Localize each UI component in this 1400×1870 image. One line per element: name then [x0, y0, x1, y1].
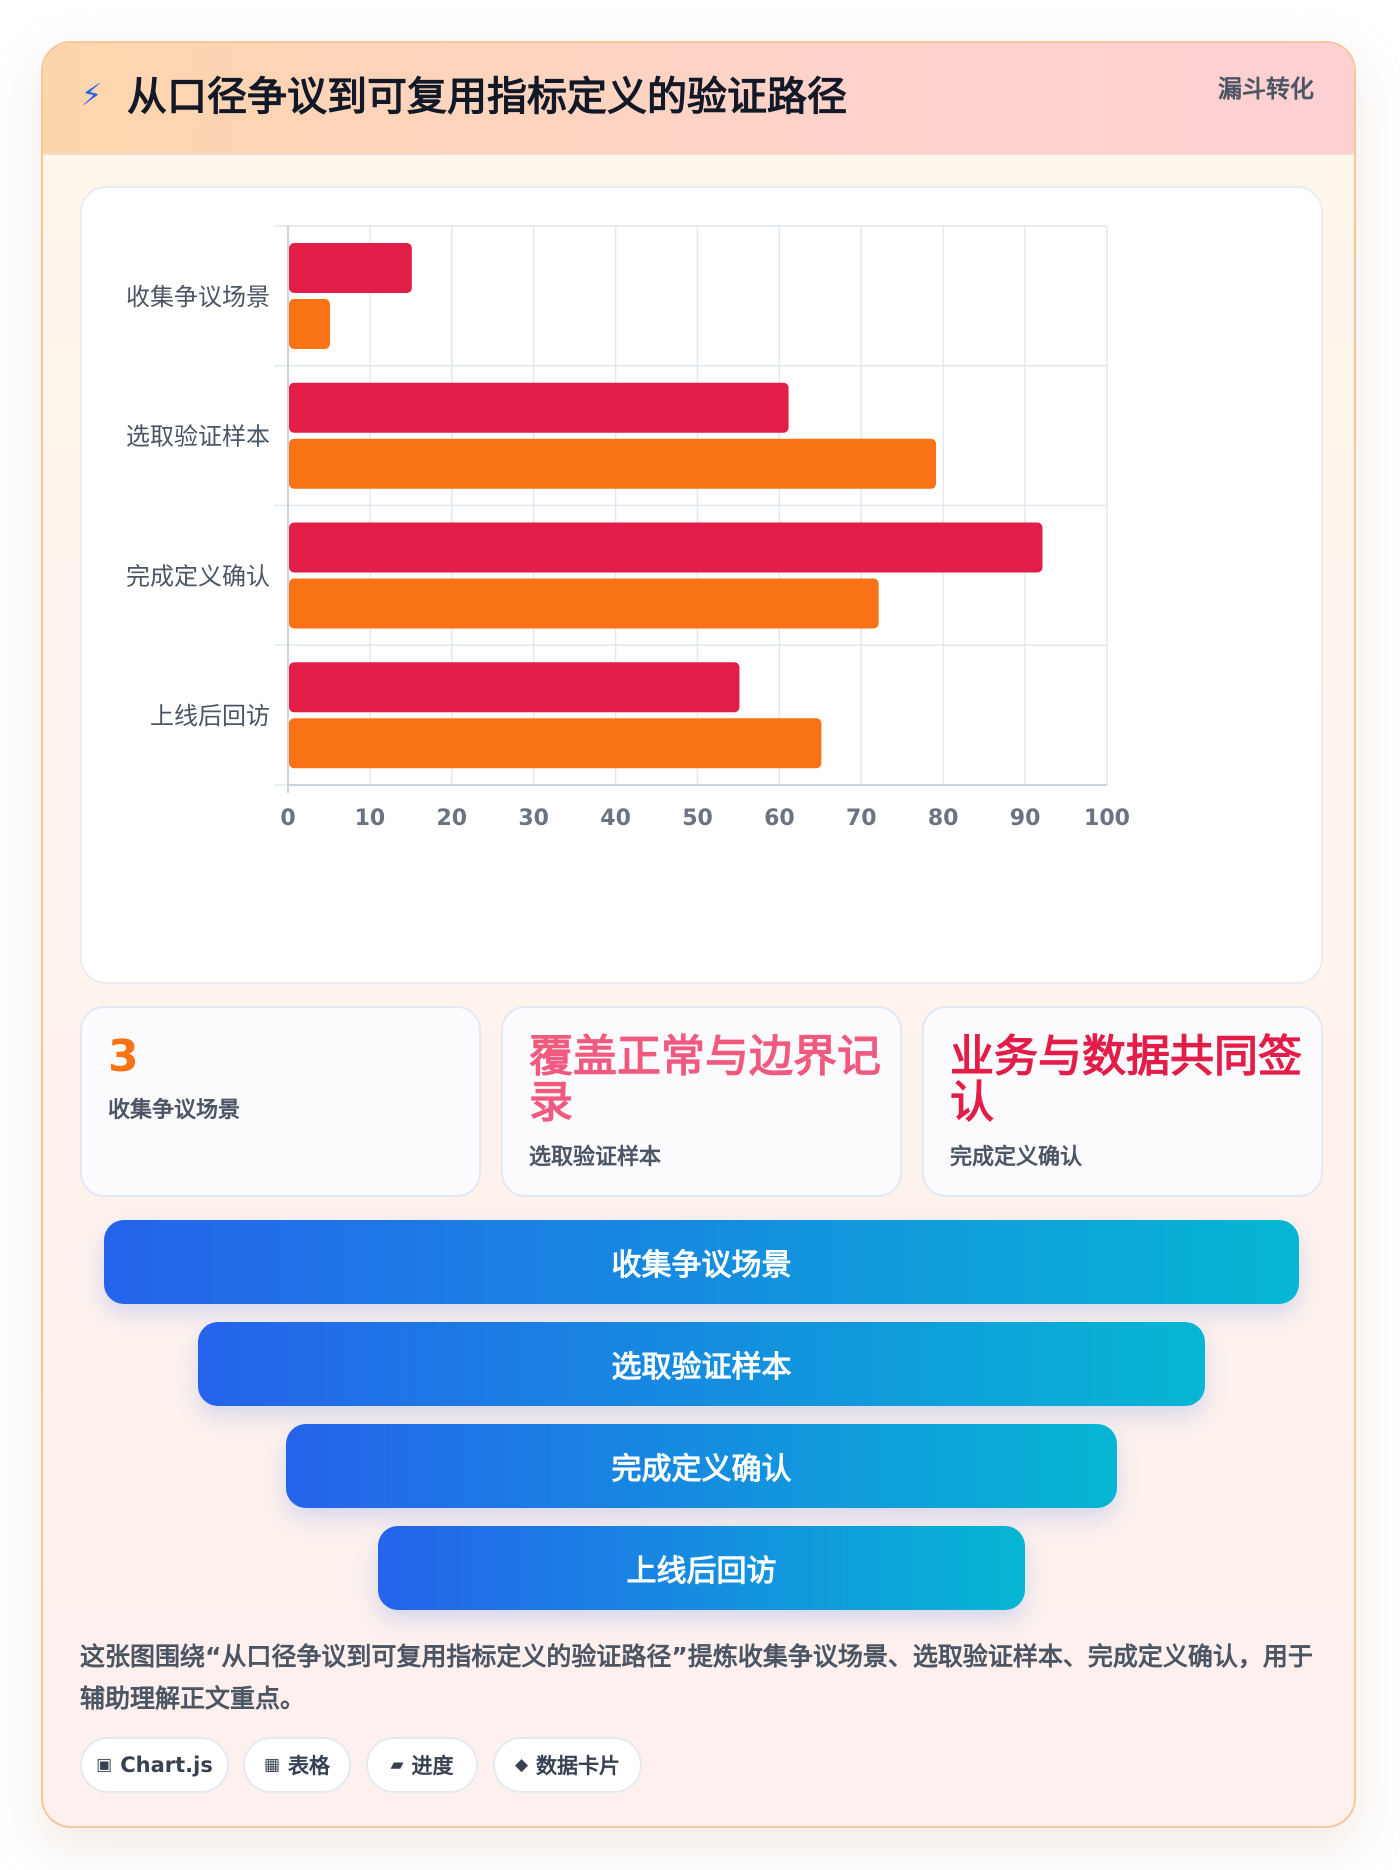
y-tick-label: 完成定义确认	[126, 562, 270, 590]
chip-label: Chart.js	[120, 1753, 213, 1777]
bar	[289, 718, 822, 769]
stat-value-2: 覆盖正常与边界记录	[529, 1031, 881, 1128]
bar	[289, 382, 789, 433]
y-tick-label: 上线后回访	[150, 702, 270, 730]
description-text: 这张图围绕“从口径争议到可复用指标定义的验证路径”提炼收集争议场景、选取验证样本…	[80, 1642, 1313, 1713]
x-tick-label: 40	[600, 806, 631, 831]
stat-card-1: 3 收集争议场景	[80, 1006, 481, 1197]
bar	[289, 662, 740, 713]
bar	[289, 522, 1043, 573]
stat-card-3: 业务与数据共同签认 完成定义确认	[922, 1006, 1323, 1197]
bar	[289, 299, 330, 349]
x-tick-label: 80	[928, 806, 959, 831]
x-tick-label: 60	[764, 806, 795, 831]
card-header: ⚡ 从口径争议到可复用指标定义的验证路径 漏斗转化	[43, 43, 1354, 155]
x-tick-label: 90	[1010, 806, 1041, 831]
x-tick-label: 50	[682, 806, 713, 831]
chart-icon: ▣	[96, 1755, 113, 1775]
lightning-icon: ⚡	[81, 78, 103, 113]
stat-label-1: 收集争议场景	[108, 1098, 241, 1123]
stat-label-3: 完成定义确认	[950, 1145, 1083, 1170]
x-tick-label: 10	[355, 806, 386, 831]
y-tick-label: 选取验证样本	[126, 423, 270, 451]
chip-label: 进度	[411, 1754, 454, 1778]
funnel-step-3: 完成定义确认	[286, 1424, 1117, 1508]
x-tick-label: 30	[518, 806, 549, 831]
chip-label: 数据卡片	[536, 1754, 621, 1778]
chip-label: 表格	[288, 1754, 331, 1778]
table-icon: ▦	[263, 1755, 281, 1775]
diamond-icon: ◆	[514, 1755, 529, 1775]
bar	[289, 578, 879, 629]
x-tick-label: 100	[1084, 806, 1130, 831]
stat-value-3: 业务与数据共同签认	[950, 1031, 1302, 1128]
stat-card-2: 覆盖正常与边界记录 选取验证样本	[501, 1006, 902, 1197]
chip-data-card[interactable]: ◆ 数据卡片	[493, 1737, 642, 1793]
x-tick-label: 0	[280, 806, 295, 831]
stat-label-2: 选取验证样本	[529, 1145, 662, 1170]
y-tick-label: 收集争议场景	[126, 283, 270, 311]
progress-icon: ▰	[390, 1755, 404, 1775]
bar	[289, 438, 937, 489]
infographic-card: ⚡ 从口径争议到可复用指标定义的验证路径 漏斗转化 收集争议场景 选取验证样本 完成…	[41, 41, 1356, 1828]
funnel-step-2: 选取验证样本	[198, 1322, 1205, 1406]
bar	[289, 243, 412, 293]
stat-value-1: 3	[108, 1031, 139, 1082]
x-tick-label: 20	[436, 806, 467, 831]
chart-panel: 收集争议场景 选取验证样本 完成定义确认上线后回访 0 10 20 30 40 50 60 70 80…	[80, 186, 1323, 984]
funnel-step-4: 上线后回访	[378, 1526, 1025, 1610]
category-tag: 漏斗转化	[1218, 75, 1314, 103]
chip-table[interactable]: ▦ 表格	[243, 1737, 351, 1793]
chip-chartjs[interactable]: ▣ Chart.js	[80, 1737, 229, 1793]
page-title: 从口径争议到可复用指标定义的验证路径	[127, 74, 847, 120]
x-tick-label: 70	[846, 806, 877, 831]
chip-progress[interactable]: ▰ 进度	[366, 1737, 478, 1793]
funnel-step-1: 收集争议场景	[104, 1220, 1299, 1304]
